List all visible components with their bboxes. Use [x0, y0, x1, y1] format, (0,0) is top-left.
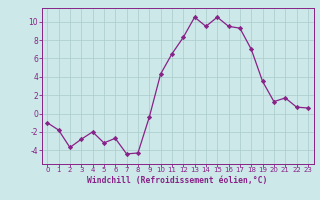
X-axis label: Windchill (Refroidissement éolien,°C): Windchill (Refroidissement éolien,°C): [87, 176, 268, 185]
